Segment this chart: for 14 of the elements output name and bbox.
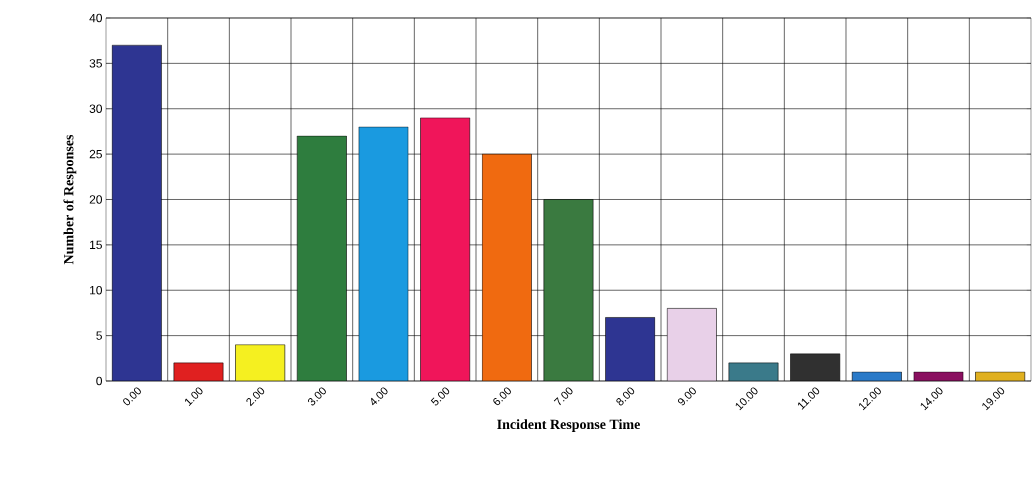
y-tick-label: 40	[89, 13, 103, 23]
y-tick-label: 30	[89, 104, 103, 113]
y-tick-label: 10	[90, 286, 103, 295]
x-axis-title: Incident Response Time	[497, 419, 640, 432]
x-tick-label: 4.00	[371, 387, 388, 406]
y-tick-label: 25	[89, 149, 102, 159]
x-tick-label: 7.00	[553, 387, 573, 406]
y-axis-title: Number of Responses	[63, 134, 77, 265]
y-tick-label: 5	[96, 331, 102, 340]
y-tick-label: 0	[96, 376, 103, 386]
y-tick-label: 20	[89, 195, 103, 204]
x-tick-label: 6.00	[493, 387, 511, 406]
y-tick-label: 15	[90, 240, 102, 250]
y-tick-label: 35	[89, 59, 102, 68]
